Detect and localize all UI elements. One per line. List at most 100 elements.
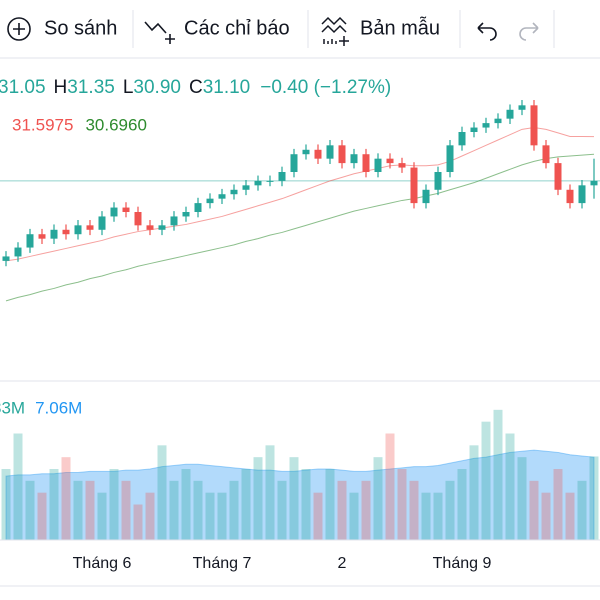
candle-body bbox=[518, 105, 526, 110]
plus-icon bbox=[13, 23, 25, 35]
candle-body bbox=[566, 189, 574, 204]
candle-body bbox=[446, 145, 454, 172]
candle-body bbox=[14, 247, 22, 257]
candle-body bbox=[494, 118, 502, 124]
candle-body bbox=[542, 145, 550, 164]
candle-body bbox=[554, 163, 562, 190]
volume-bar bbox=[169, 480, 179, 540]
volume-legend-value: 7.06M bbox=[35, 398, 82, 417]
open-value: 31.05 bbox=[0, 77, 46, 98]
candle-body bbox=[410, 167, 418, 204]
candle-body bbox=[482, 123, 490, 128]
volume-bar bbox=[529, 480, 539, 540]
ohlc-legend: 31.05 H31.35 L30.90 C31.10 −0.40 (−1.27%) bbox=[0, 77, 391, 98]
candle-body bbox=[530, 105, 538, 146]
ma-legend-value: 31.5975 bbox=[12, 115, 73, 134]
moving-average bbox=[5, 153, 595, 302]
moving-average bbox=[5, 127, 595, 262]
change-value: −0.40 (−1.27%) bbox=[260, 77, 391, 98]
volume-bar bbox=[325, 469, 335, 540]
candle-body bbox=[422, 189, 430, 204]
volume-bar bbox=[253, 457, 263, 540]
x-tick-label: Tháng 6 bbox=[73, 555, 132, 572]
volume-bar bbox=[193, 480, 203, 540]
x-tick-label: Tháng 9 bbox=[433, 555, 492, 572]
templates-button[interactable]: Bản mẫu bbox=[321, 16, 440, 46]
candle-body bbox=[302, 149, 310, 155]
candle-body bbox=[194, 203, 202, 212]
volume-bar bbox=[121, 480, 131, 540]
candle-body bbox=[2, 256, 10, 261]
volume-bar bbox=[493, 409, 503, 540]
candle-body bbox=[38, 234, 46, 239]
candle-body bbox=[134, 212, 142, 226]
volume-bar bbox=[457, 469, 467, 540]
candle-body bbox=[278, 172, 286, 181]
candle-body bbox=[326, 145, 334, 159]
candle-body bbox=[230, 189, 238, 195]
candle-body bbox=[338, 145, 346, 164]
candle-body bbox=[182, 212, 190, 217]
ma-legend-value: 30.6960 bbox=[85, 115, 146, 134]
volume-bar bbox=[577, 480, 587, 540]
candle-body bbox=[242, 185, 250, 190]
x-tick-label: 2 bbox=[338, 555, 347, 572]
high-prefix: H bbox=[54, 77, 68, 98]
volume-bar bbox=[517, 457, 527, 540]
volume-bar bbox=[109, 469, 119, 540]
undo-button[interactable] bbox=[477, 22, 497, 41]
redo-button[interactable] bbox=[519, 22, 539, 41]
candle-body bbox=[434, 172, 442, 190]
volume-bar bbox=[553, 469, 563, 540]
volume-bar bbox=[13, 433, 23, 540]
volume-bar bbox=[589, 456, 599, 540]
volume-ma-area bbox=[5, 449, 595, 541]
volume-bar bbox=[61, 457, 71, 540]
candle-body bbox=[458, 132, 466, 146]
templates-icon bbox=[321, 16, 349, 46]
candle-body bbox=[26, 234, 34, 248]
candle-body bbox=[374, 158, 382, 172]
indicators-button[interactable]: Các chỉ báo bbox=[144, 17, 290, 44]
candle-body bbox=[110, 207, 118, 217]
candle-body bbox=[506, 109, 514, 119]
volume-bar bbox=[181, 469, 191, 540]
volume-bar bbox=[37, 492, 47, 540]
candle-body bbox=[362, 154, 370, 172]
candle-body bbox=[50, 229, 58, 239]
low-value: 30.90 bbox=[133, 77, 181, 98]
candle-body bbox=[266, 180, 274, 182]
candle-body bbox=[254, 180, 262, 186]
volume-bar bbox=[49, 469, 59, 540]
volume-bar bbox=[157, 445, 167, 540]
x-tick-label: Tháng 7 bbox=[193, 555, 252, 572]
candle-body bbox=[470, 127, 478, 132]
compare-label: So sánh bbox=[44, 17, 117, 39]
volume-bar bbox=[229, 480, 239, 540]
volume-bar bbox=[505, 433, 515, 540]
volume-bar bbox=[397, 469, 407, 540]
volume-bar bbox=[313, 492, 323, 540]
templates-label: Bản mẫu bbox=[360, 16, 440, 39]
volume-pane bbox=[1, 409, 599, 541]
volume-bar bbox=[277, 480, 287, 540]
volume-bar bbox=[205, 492, 215, 540]
candle-body bbox=[74, 225, 82, 235]
volume-bar bbox=[481, 421, 491, 540]
candle-body bbox=[218, 194, 226, 199]
candle-body bbox=[386, 158, 394, 164]
candle-body bbox=[290, 154, 298, 172]
price-pane bbox=[0, 100, 600, 302]
volume-bar bbox=[85, 480, 95, 540]
volume-bar bbox=[265, 445, 275, 540]
volume-bar bbox=[217, 492, 227, 540]
indicators-icon bbox=[144, 21, 175, 44]
candle-body bbox=[170, 216, 178, 226]
candle-body bbox=[578, 185, 586, 204]
compare-button[interactable]: So sánh bbox=[7, 17, 117, 41]
volume-bar bbox=[337, 480, 347, 540]
candle-body bbox=[122, 207, 130, 212]
candle-body bbox=[590, 180, 598, 186]
